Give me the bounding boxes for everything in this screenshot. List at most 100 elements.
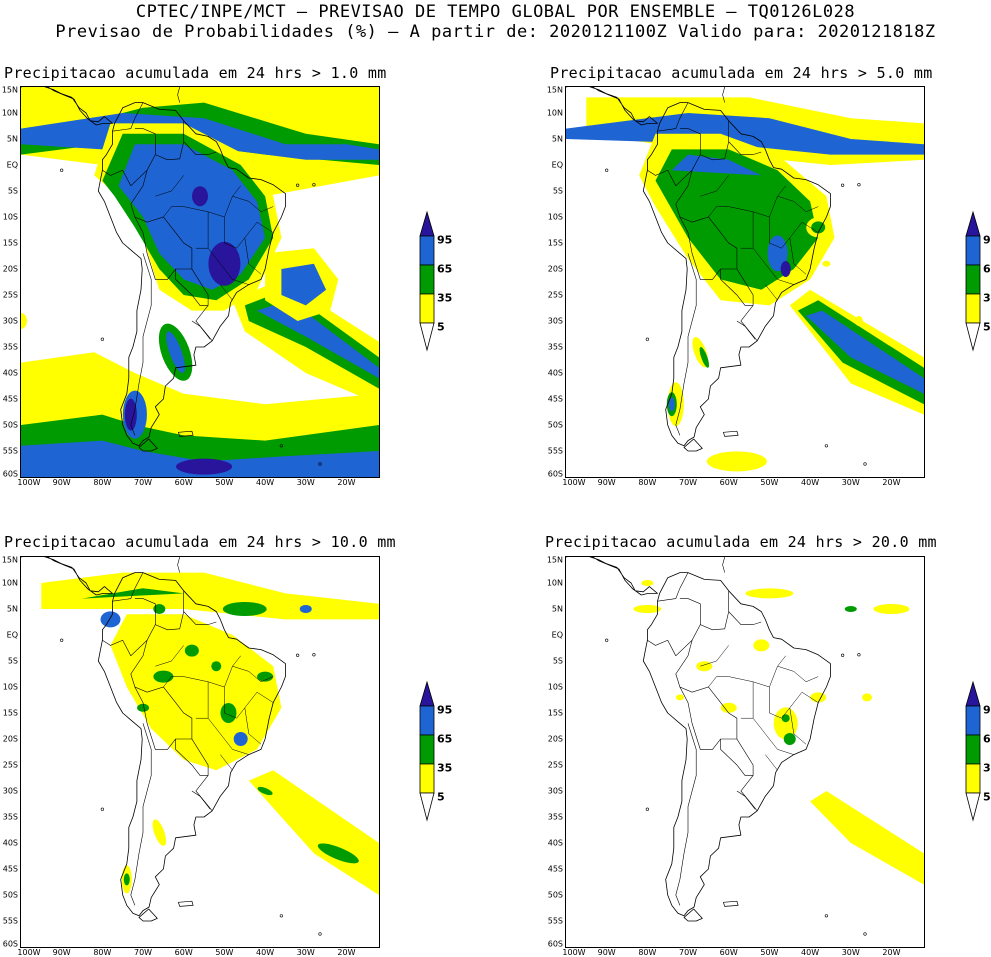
lat-tick-label: 25S (547, 290, 563, 300)
panel-1-legend: 95 65 35 5 (418, 210, 478, 360)
lat-tick-label: 45S (2, 394, 18, 404)
panel-1-title: Precipitacao acumulada em 24 hrs > 1.0 m… (4, 64, 387, 82)
probability-area (810, 692, 827, 703)
lon-tick-label: 80W (638, 478, 657, 487)
lat-tick-label: 10S (547, 682, 563, 692)
probability-area (633, 605, 662, 613)
island-outline (645, 807, 649, 811)
lat-tick-label: 35S (2, 812, 18, 822)
lon-tick-label: 70W (133, 478, 153, 487)
legend-5-35-box (965, 763, 981, 794)
state-border (752, 211, 794, 285)
state-border (163, 676, 184, 688)
probability-area (153, 670, 174, 683)
state-border (232, 195, 274, 213)
probability-area (100, 611, 121, 628)
lon-tick-label: 20W (882, 478, 901, 487)
island-outline (60, 168, 64, 172)
lon-tick-label: 30W (841, 948, 860, 957)
lat-tick-label: 50S (2, 420, 18, 430)
probability-area (299, 605, 312, 613)
probability-area (257, 671, 274, 682)
state-border (708, 206, 729, 218)
state-border (700, 175, 729, 197)
falklands-coastline (723, 430, 739, 437)
probability-area (780, 261, 791, 277)
lat-tick-label: 55S (547, 446, 563, 456)
probability-area (675, 694, 684, 701)
lon-tick-label: 40W (801, 478, 820, 487)
probability-area (810, 791, 924, 885)
legend-tick-label: 95 (437, 233, 453, 247)
state-border (769, 687, 819, 719)
lat-tick-label: 40S (2, 368, 18, 378)
probability-area (873, 604, 910, 614)
probability-area (192, 186, 208, 207)
lon-tick-label: 60W (719, 478, 738, 487)
state-border (700, 645, 729, 667)
state-border (789, 707, 807, 745)
country-border (675, 723, 697, 906)
lon-tick-label: 70W (133, 948, 153, 957)
lat-tick-label: 5S (7, 656, 18, 666)
country-border (736, 320, 756, 340)
legend-35-65-box (965, 264, 981, 295)
falklands-coastline (178, 900, 194, 907)
country-border (657, 572, 689, 602)
legend-tick-label: 5 (437, 320, 445, 334)
probability-area (257, 300, 379, 379)
island-outline (824, 914, 828, 918)
lat-tick-label: 15N (1, 85, 18, 95)
lat-tick-label: 10N (546, 108, 563, 118)
central-america-coastline (21, 557, 113, 596)
island-outline (645, 337, 649, 341)
legend-tick-label: 95 (437, 703, 453, 717)
lat-tick-label: 15S (547, 238, 563, 248)
probability-area (699, 347, 710, 368)
tierra-del-fuego-coastline (683, 438, 703, 452)
legend-colorbar (419, 210, 435, 352)
country-border (679, 598, 701, 625)
probability-area (806, 310, 924, 394)
country-border (647, 639, 677, 656)
legend-below-5-triangle (419, 792, 435, 822)
state-border (777, 665, 819, 683)
panel-3-map (20, 556, 380, 948)
lat-tick-label: 35S (547, 812, 563, 822)
probability-area (783, 733, 796, 745)
lat-tick-label: 60S (547, 939, 563, 949)
lon-tick-label: 60W (174, 948, 193, 957)
legend-65-95-box (965, 235, 981, 266)
probability-area (854, 316, 863, 326)
probability-area (184, 644, 199, 657)
probability-area (123, 873, 130, 886)
panel-2-map (565, 86, 925, 478)
legend-35-65-box (419, 264, 435, 295)
country-border (736, 790, 756, 810)
legend-tick-label: 95 (983, 703, 991, 717)
legend-5-35-box (419, 293, 435, 324)
state-border (708, 676, 729, 688)
island-outline (863, 462, 867, 466)
island-outline (312, 653, 316, 657)
country-border (130, 141, 184, 187)
state-border (765, 754, 778, 771)
legend-tick-label: 35 (437, 761, 453, 775)
map-canvas (566, 557, 924, 936)
probability-area (153, 604, 166, 614)
island-outline (841, 653, 845, 657)
lon-tick-label: 80W (93, 948, 112, 957)
legend-65-95-box (419, 705, 435, 736)
panel-4-title: Precipitacao acumulada em 24 hrs > 20.0 … (545, 533, 937, 551)
lat-tick-label: 20S (547, 264, 563, 274)
probability-area (822, 260, 831, 267)
lat-tick-label: 55S (2, 916, 18, 926)
probability-area (641, 580, 654, 586)
country-border (130, 253, 152, 436)
header-title-line2: Previsao de Probabilidades (%) — A parti… (55, 22, 936, 42)
panel-4-map (565, 556, 925, 948)
panel-4-legend: 95 65 35 5 (964, 680, 991, 830)
island-outline (841, 183, 845, 187)
lon-tick-label: 20W (337, 478, 356, 487)
lat-tick-label: 40S (2, 838, 18, 848)
